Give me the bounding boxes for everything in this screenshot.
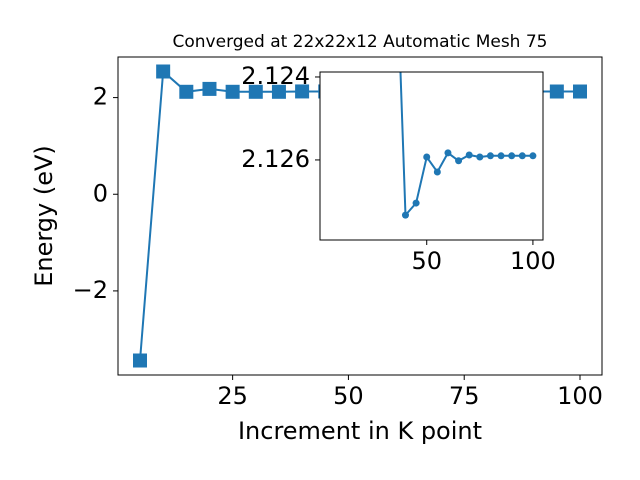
y-tick-label: 0	[93, 179, 108, 207]
y-tick-label: 2	[93, 83, 108, 111]
marker	[444, 149, 452, 157]
marker	[412, 199, 420, 207]
marker	[549, 84, 564, 99]
marker	[401, 211, 409, 219]
marker	[156, 64, 171, 79]
y-axis-label: Energy (eV)	[30, 145, 58, 287]
x-tick-label: 75	[449, 382, 480, 410]
x-tick-label: 25	[217, 382, 248, 410]
chart-title: Converged at 22x22x12 Automatic Mesh 75	[173, 32, 548, 52]
x-tick-label: 50	[411, 247, 442, 275]
axes-frame	[117, 56, 603, 376]
y-tick-label: −2	[73, 276, 108, 304]
marker	[497, 152, 505, 160]
marker	[529, 152, 537, 160]
x-tick-label: 100	[557, 382, 603, 410]
marker	[433, 168, 441, 176]
x-tick-label: 50	[333, 382, 364, 410]
marker	[248, 84, 263, 99]
marker	[271, 84, 286, 99]
marker	[486, 152, 494, 160]
marker	[455, 157, 463, 165]
marker	[295, 84, 310, 99]
marker	[202, 81, 217, 96]
marker	[465, 151, 473, 159]
axes-frame	[319, 71, 544, 241]
y-tick-label: 2.126	[241, 145, 310, 173]
y-tick-label: 2.124	[241, 62, 310, 90]
axes: 50 100 2.124 2.126	[241, 62, 556, 275]
marker	[423, 153, 431, 161]
data-layer	[399, 72, 537, 219]
marker	[573, 84, 587, 99]
x-axis-label: Increment in K point	[238, 417, 482, 445]
marker	[518, 152, 526, 160]
marker	[133, 353, 147, 368]
marker	[476, 153, 484, 161]
marker	[508, 152, 516, 160]
marker	[225, 84, 240, 99]
x-tick-label: 100	[510, 247, 556, 275]
marker	[179, 84, 194, 99]
